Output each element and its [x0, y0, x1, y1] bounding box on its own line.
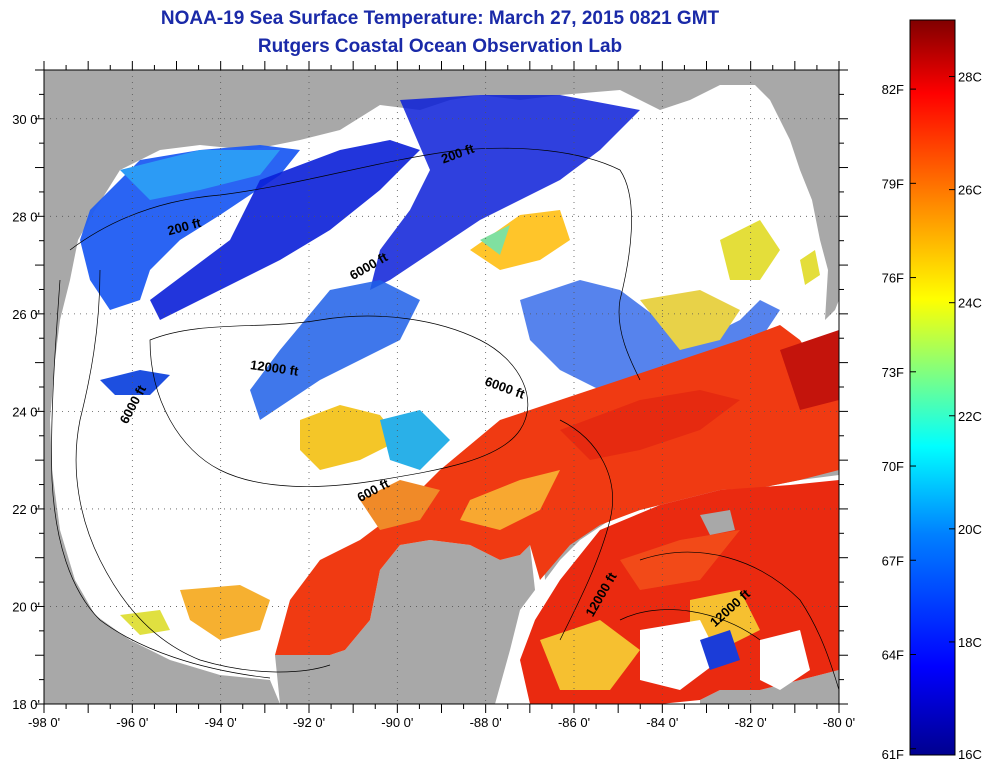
colorbar-f-label: 70F: [882, 459, 904, 474]
colorbar-f-label: 67F: [882, 553, 904, 568]
map-title: NOAA-19 Sea Surface Temperature: March 2…: [160, 8, 720, 29]
map-subtitle: Rutgers Coastal Ocean Observation Lab: [257, 36, 623, 57]
colorbar-c-label: 18C: [958, 635, 982, 650]
color-bar-gradient: [909, 19, 956, 756]
lat-tick-label: 20 0': [12, 599, 40, 614]
colorbar-c-label: 26C: [958, 183, 982, 198]
lon-tick-label: -92 0': [293, 715, 325, 730]
lon-tick-label: -80 0': [823, 715, 855, 730]
lat-tick-label: 30 0': [12, 112, 40, 127]
colorbar-f-label: 76F: [882, 271, 904, 286]
depth-contours: [51, 147, 839, 691]
contour-label: 12000 ft: [249, 357, 300, 379]
lon-tick-label: -90 0': [381, 715, 413, 730]
lat-tick-label: 28 0': [12, 209, 40, 224]
colorbar-c-label: 28C: [958, 70, 982, 85]
graticule: [44, 70, 839, 704]
colorbar-c-label: 16C: [958, 747, 982, 762]
lon-tick-label: -94 0': [205, 715, 237, 730]
lon-tick-label: -98 0': [28, 715, 60, 730]
colorbar-c-label: 22C: [958, 409, 982, 424]
lat-tick-label: 18 0': [12, 697, 40, 712]
color-bar: 16C 18C 20C 22C 24C 26C 28C 61F 64F 67F 70F 73F 76F 7…: [882, 19, 982, 762]
lon-tick-label: -84 0': [646, 715, 678, 730]
colorbar-f-label: 73F: [882, 365, 904, 380]
lat-tick-label: 26 0': [12, 307, 40, 322]
sst-field: [80, 95, 839, 704]
colorbar-f-label: 82F: [882, 82, 904, 97]
lon-tick-label: -82 0': [735, 715, 767, 730]
lon-tick-label: -88 0': [470, 715, 502, 730]
lon-tick-label: -86 0': [558, 715, 590, 730]
lat-tick-label: 22 0': [12, 502, 40, 517]
colorbar-f-label: 64F: [882, 647, 904, 662]
lon-tick-label: -96 0': [116, 715, 148, 730]
colorbar-c-label: 24C: [958, 296, 982, 311]
colorbar-f-label: 61F: [882, 747, 904, 762]
map-axes: -98 0' -96 0' -94 0' -92 0' -90 0' -88 0' -86 …: [12, 61, 855, 730]
colorbar-f-label: 79F: [882, 176, 904, 191]
colorbar-c-label: 20C: [958, 522, 982, 537]
lat-tick-label: 24 0': [12, 404, 40, 419]
